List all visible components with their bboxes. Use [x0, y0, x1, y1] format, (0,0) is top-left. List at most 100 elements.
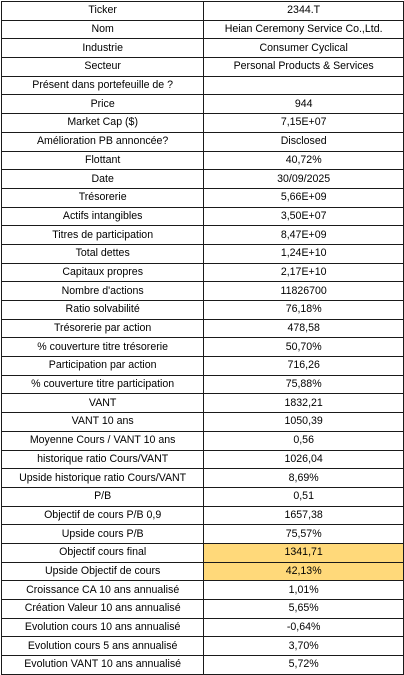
table-row-flottant: Flottant 40,72%: [0, 150, 404, 171]
row-value: 1,01%: [203, 580, 404, 600]
table-row-vant-10-ans: VANT 10 ans 1050,39: [0, 412, 404, 432]
table-row-total-dettes: Total dettes 1,24E+10: [0, 243, 404, 264]
row-value: 40,72%: [203, 150, 404, 171]
row-value: 11826700: [203, 281, 404, 301]
row-label: Upside Objectif de cours: [0, 561, 205, 582]
table-row-participation-par-action: Participation par action 716,26: [0, 356, 404, 376]
table-row-evolution-vant: Evolution VANT 10 ans annualisé 5,72%: [0, 655, 404, 675]
row-label: Amélioration PB annoncée?: [0, 131, 205, 152]
table-row-moyenne-cours-vant: Moyenne Cours / VANT 10 ans 0,56: [0, 430, 404, 451]
row-value: Personal Products & Services: [203, 57, 404, 77]
row-label: Ticker: [0, 1, 205, 21]
row-label: Objectif de cours P/B 0,9: [0, 505, 205, 526]
row-label: Upside historique ratio Cours/VANT: [0, 468, 205, 488]
table-row-amelioration-pb: Amélioration PB annoncée? Disclosed: [0, 131, 404, 152]
row-value: 1657,38: [203, 505, 404, 526]
table-row-upside-pb: Upside cours P/B 75,57%: [0, 524, 404, 544]
row-label: Date: [0, 169, 205, 189]
row-label: % couverture titre trésorerie: [0, 337, 205, 358]
row-label: VANT: [0, 393, 205, 414]
row-label: Objectif cours final: [0, 542, 205, 563]
row-value: 5,72%: [203, 655, 404, 675]
row-label: Création Valeur 10 ans annualisé: [0, 599, 205, 619]
row-value: 75,88%: [203, 374, 404, 395]
table-row-evolution-cours-5: Evolution cours 5 ans annualisé 3,70%: [0, 636, 404, 657]
table-row-evolution-cours-10: Evolution cours 10 ans annualisé -0,64%: [0, 617, 404, 638]
table-row-upside-historique: Upside historique ratio Cours/VANT 8,69%: [0, 468, 404, 488]
table-row-nom: Nom Heian Ceremony Service Co.,Ltd.: [0, 19, 404, 40]
row-label: Price: [0, 94, 205, 115]
row-value: 8,47E+09: [203, 225, 404, 245]
row-label: Industrie: [0, 38, 205, 59]
table-row-objectif-pb: Objectif de cours P/B 0,9 1657,38: [0, 505, 404, 526]
row-value: 2344.T: [203, 1, 404, 21]
row-value: Heian Ceremony Service Co.,Ltd.: [203, 19, 404, 40]
row-label: historique ratio Cours/VANT: [0, 449, 205, 470]
row-value: 2,17E+10: [203, 262, 404, 283]
row-label: Moyenne Cours / VANT 10 ans: [0, 430, 205, 451]
row-value: [203, 75, 404, 96]
row-value: 716,26: [203, 356, 404, 376]
row-value: 0,56: [203, 430, 404, 451]
row-label: Evolution cours 10 ans annualisé: [0, 617, 205, 638]
table-row-objectif-final: Objectif cours final 1341,71: [0, 542, 404, 563]
table-row-actifs-intangibles: Actifs intangibles 3,50E+07: [0, 206, 404, 227]
row-label: Nombre d'actions: [0, 281, 205, 301]
row-value: 7,15E+07: [203, 113, 404, 133]
row-label: Trésorerie: [0, 187, 205, 208]
table-row-portefeuille: Présent dans portefeuille de ?: [0, 75, 404, 96]
row-value: 5,65%: [203, 599, 404, 619]
row-value-highlighted: 42,13%: [203, 561, 404, 582]
row-label: Upside cours P/B: [0, 524, 205, 544]
table-row-historique-ratio: historique ratio Cours/VANT 1026,04: [0, 449, 404, 470]
table-row-couverture-tresorerie: % couverture titre trésorerie 50,70%: [0, 337, 404, 358]
row-label: P/B: [0, 486, 205, 507]
row-label: Ratio solvabilité: [0, 300, 205, 320]
row-value: 478,58: [203, 318, 404, 339]
table-row-nombre-actions: Nombre d'actions 11826700: [0, 281, 404, 301]
table-row-ratio-solvabilite: Ratio solvabilité 76,18%: [0, 300, 404, 320]
row-value: 0,51: [203, 486, 404, 507]
row-label: Market Cap ($): [0, 113, 205, 133]
row-value: 3,70%: [203, 636, 404, 657]
row-value: 1,24E+10: [203, 243, 404, 264]
table-row-ticker: Ticker 2344.T: [0, 1, 404, 21]
row-label: Total dettes: [0, 243, 205, 264]
row-label: Evolution cours 5 ans annualisé: [0, 636, 205, 657]
row-value-highlighted: 1341,71: [203, 542, 404, 563]
table-row-date: Date 30/09/2025: [0, 169, 404, 189]
row-label: % couverture titre participation: [0, 374, 205, 395]
row-label: Titres de participation: [0, 225, 205, 245]
table-row-upside-objectif: Upside Objectif de cours 42,13%: [0, 561, 404, 582]
table-row-secteur: Secteur Personal Products & Services: [0, 57, 404, 77]
row-value: Consumer Cyclical: [203, 38, 404, 59]
row-label: VANT 10 ans: [0, 412, 205, 432]
table-row-creation-valeur: Création Valeur 10 ans annualisé 5,65%: [0, 599, 404, 619]
row-value: -0,64%: [203, 617, 404, 638]
row-label: Secteur: [0, 57, 205, 77]
table-row-pb: P/B 0,51: [0, 486, 404, 507]
table-row-market-cap: Market Cap ($) 7,15E+07: [0, 113, 404, 133]
row-value: 75,57%: [203, 524, 404, 544]
row-label: Actifs intangibles: [0, 206, 205, 227]
table-row-tresorerie-par-action: Trésorerie par action 478,58: [0, 318, 404, 339]
row-label: Nom: [0, 19, 205, 40]
row-value: 76,18%: [203, 300, 404, 320]
row-label: Flottant: [0, 150, 205, 171]
row-label: Evolution VANT 10 ans annualisé: [0, 655, 205, 675]
row-value: 30/09/2025: [203, 169, 404, 189]
table-row-titres-participation: Titres de participation 8,47E+09: [0, 225, 404, 245]
row-value: 1832,21: [203, 393, 404, 414]
row-label: Présent dans portefeuille de ?: [0, 75, 205, 96]
table-row-tresorerie: Trésorerie 5,66E+09: [0, 187, 404, 208]
table-row-capitaux-propres: Capitaux propres 2,17E+10: [0, 262, 404, 283]
table-row-couverture-participation: % couverture titre participation 75,88%: [0, 374, 404, 395]
table-row-vant: VANT 1832,21: [0, 393, 404, 414]
row-value: Disclosed: [203, 131, 404, 152]
row-value: 8,69%: [203, 468, 404, 488]
row-value: 3,50E+07: [203, 206, 404, 227]
row-value: 1050,39: [203, 412, 404, 432]
row-label: Participation par action: [0, 356, 205, 376]
row-value: 1026,04: [203, 449, 404, 470]
table-row-industrie: Industrie Consumer Cyclical: [0, 38, 404, 59]
